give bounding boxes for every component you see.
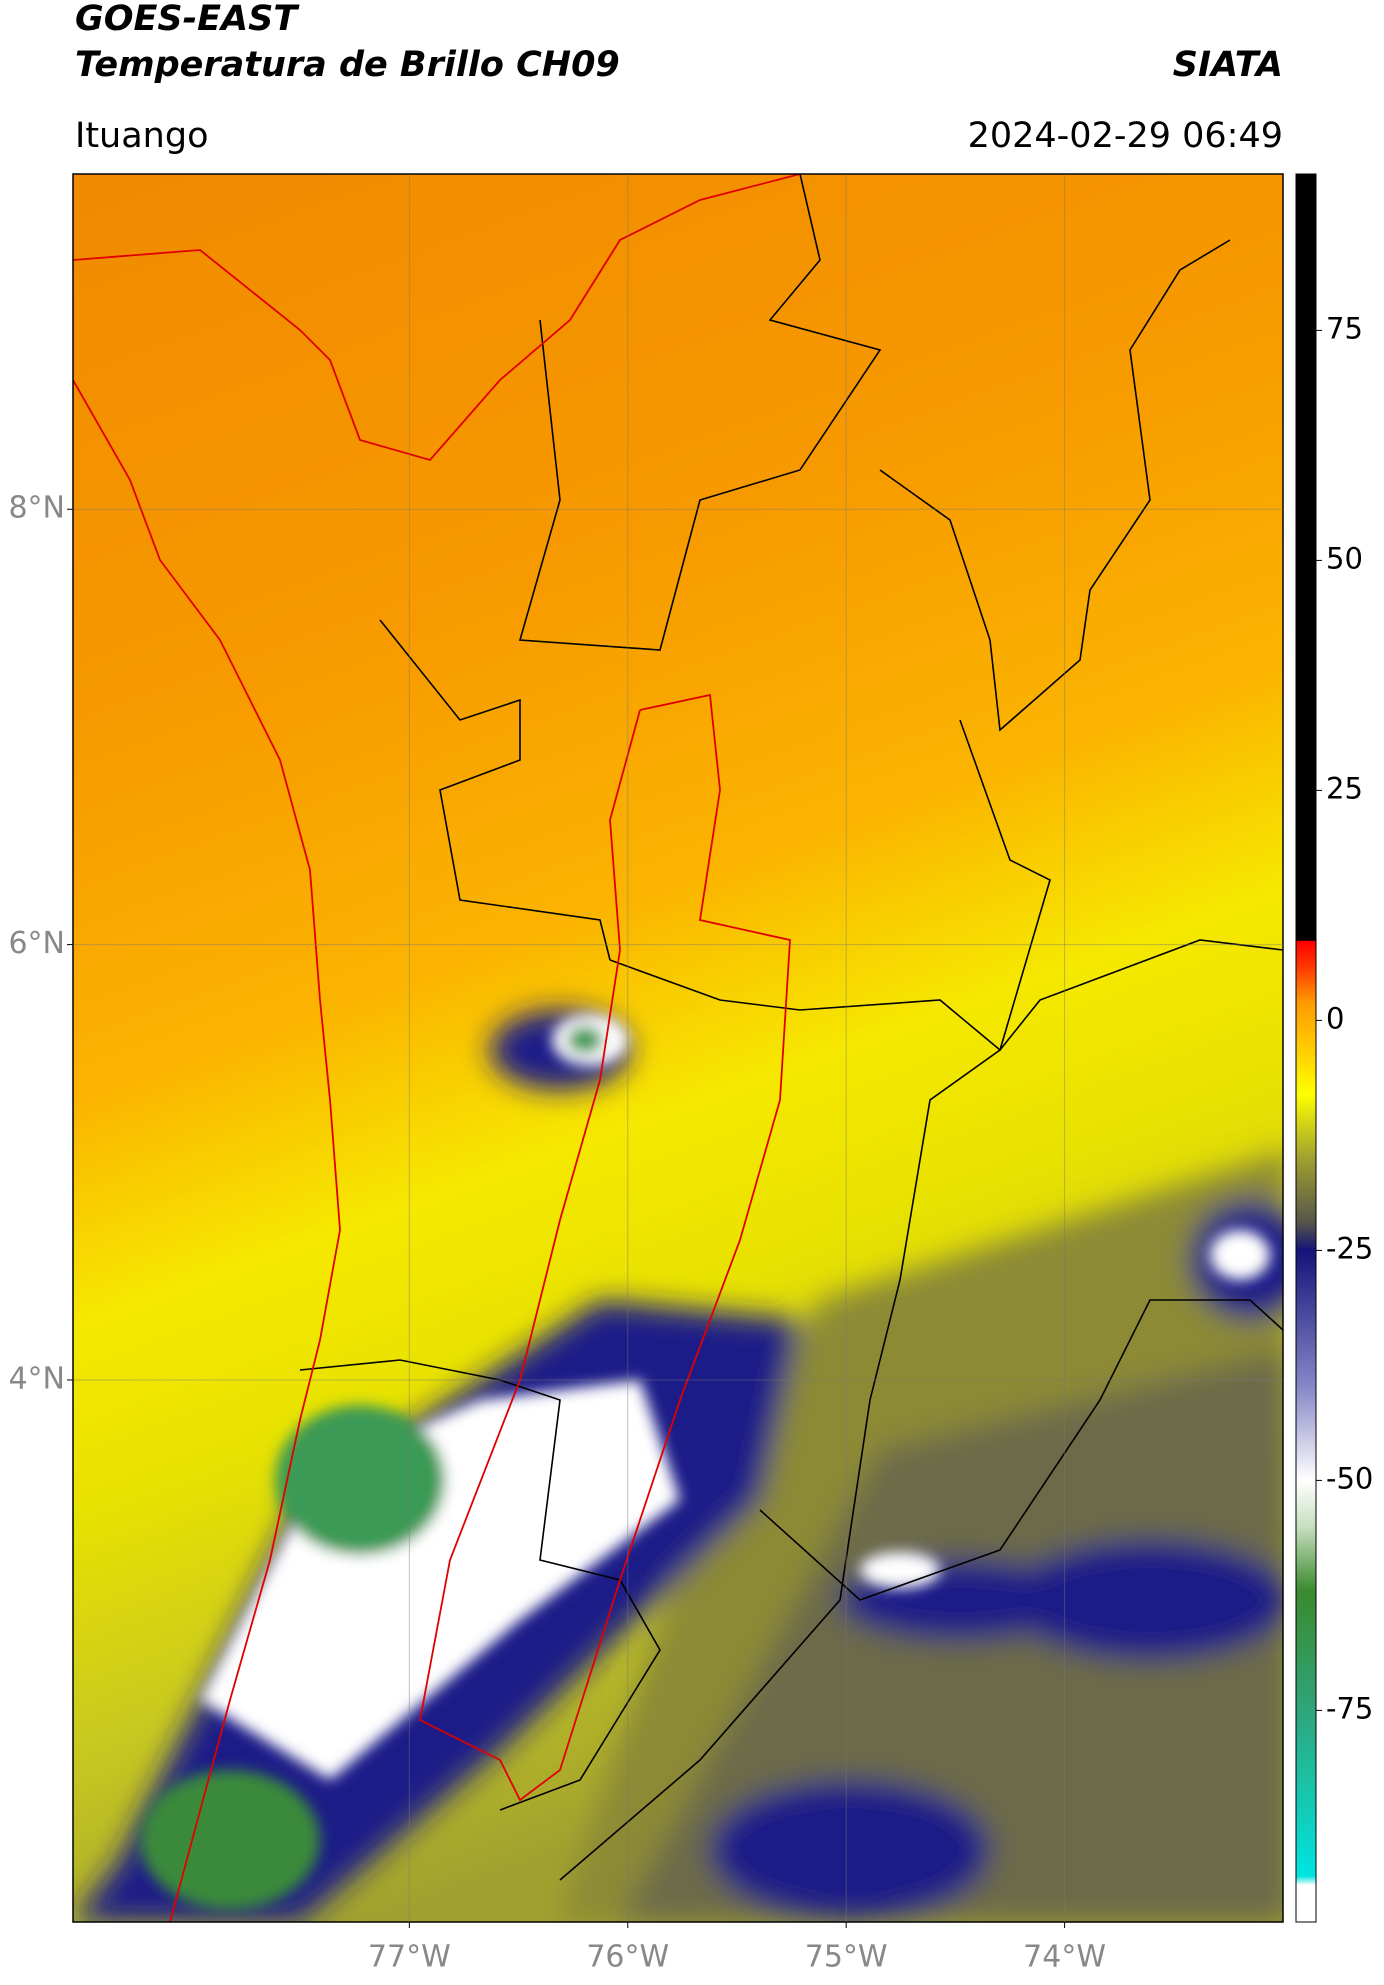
y-tick-label: 6°N — [8, 926, 65, 961]
colorbar-tick-label: -75 — [1326, 1691, 1373, 1725]
colorbar-segment — [1296, 965, 1316, 1002]
colorbar-segment — [1296, 1094, 1316, 1159]
location: Ituango — [75, 116, 209, 156]
colorbar-segment — [1296, 174, 1316, 941]
cloud-tops — [140, 1014, 1270, 1910]
colorbar-tick-label: -50 — [1326, 1461, 1373, 1495]
x-tick-label: 75°W — [805, 1940, 888, 1975]
colorbar-segment — [1296, 940, 1316, 942]
colorbar-tick-label: -25 — [1326, 1231, 1373, 1265]
colorbar-segment — [1296, 1388, 1316, 1481]
subtitle: Temperatura de Brillo CH09 — [75, 45, 620, 85]
colorbar-segment — [1296, 1480, 1316, 1527]
colorbar-segment — [1296, 1250, 1316, 1389]
colorbar-segment — [1296, 941, 1316, 966]
coastline-and-basin — [73, 174, 801, 1922]
colorbar-segment — [1296, 1222, 1316, 1251]
x-tick-label: 74°W — [1023, 1940, 1106, 1975]
colorbar-segment — [1296, 1590, 1316, 1711]
colorbar-tick-label: 0 — [1326, 1001, 1344, 1035]
x-tick-label: 77°W — [368, 1940, 451, 1975]
colorbar-segment — [1296, 1710, 1316, 1876]
source: SIATA — [1173, 45, 1283, 85]
colorbar-segment — [1296, 1158, 1316, 1223]
colorbar-segment — [1296, 1002, 1316, 1094]
datetime: 2024-02-29 06:49 — [968, 116, 1283, 156]
x-tick-label: 76°W — [586, 1940, 669, 1975]
admin-boundaries — [299, 174, 1283, 1881]
y-tick-label: 8°N — [8, 491, 65, 526]
colorbar-frame — [1295, 173, 1317, 1923]
colorbar-segment — [1296, 1885, 1316, 1922]
title: GOES-EAST — [75, 0, 300, 39]
colorbar-tick-label: 50 — [1326, 541, 1363, 575]
colorbar-segment — [1296, 1876, 1316, 1886]
colorbar-segment — [1296, 1526, 1316, 1591]
map-frame — [72, 173, 1284, 1923]
colorbar-tick-label: 75 — [1326, 311, 1363, 345]
map-imagery — [73, 174, 1283, 1922]
y-tick-label: 4°N — [8, 1361, 65, 1396]
colorbar-tick-label: 25 — [1326, 771, 1363, 805]
